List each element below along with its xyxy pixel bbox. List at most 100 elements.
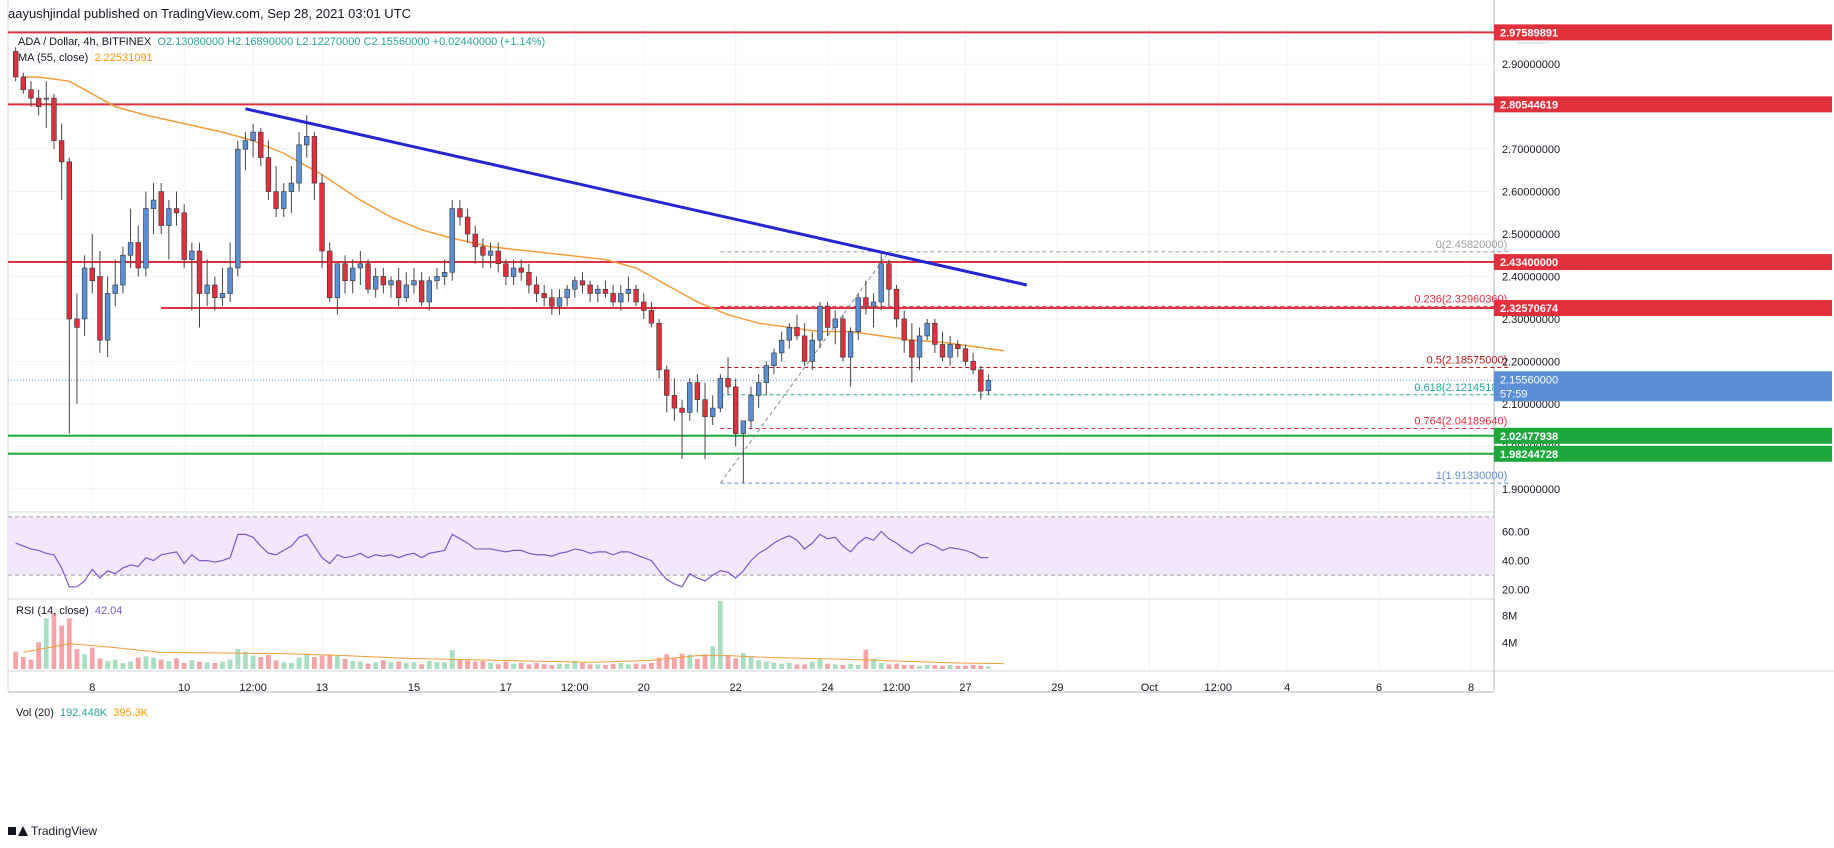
candle-body [81, 267, 88, 320]
candle-body [288, 182, 295, 192]
price-level-tag [1494, 96, 1832, 113]
volume-bar [901, 665, 907, 669]
candle-body [978, 369, 984, 392]
candle-body [572, 280, 578, 290]
candle-body [372, 276, 379, 290]
candle-body [449, 208, 455, 273]
rsi-label: RSI (14, close) [16, 605, 89, 617]
candle-body [403, 284, 409, 299]
candle-body [388, 280, 394, 286]
volume-bar [702, 654, 708, 669]
volume-bar [733, 658, 739, 669]
fib-level-label: 1(1.91330000) [1436, 470, 1508, 482]
volume-bar [802, 664, 807, 669]
price-tick-label: 2.10000000 [1502, 399, 1560, 411]
volume-bar [380, 660, 386, 669]
candle-body [748, 395, 754, 422]
candle-body [679, 407, 685, 413]
volume-bar [832, 664, 838, 669]
volume-bar [488, 663, 493, 669]
volume-bar [641, 664, 647, 669]
volume-bar [763, 661, 769, 669]
rsi-tick-label: 40.00 [1502, 556, 1530, 568]
price-tick-label: 1.90000000 [1502, 484, 1560, 496]
candle-body [434, 276, 440, 282]
price-level-label: 2.02477938 [1500, 431, 1558, 443]
volume-bar [212, 663, 218, 669]
candle-body [43, 97, 49, 100]
volume-tick-label: 4M [1502, 637, 1517, 649]
volume-bar [687, 654, 693, 669]
candle-body [189, 250, 195, 260]
current-price-tag [1494, 371, 1832, 402]
candle-body [664, 369, 670, 396]
volume-bar [817, 659, 823, 669]
volume-bar [549, 665, 555, 669]
volume-bar [748, 657, 754, 669]
volume-bar [557, 663, 562, 669]
volume-bar [365, 663, 371, 669]
volume-bar [940, 665, 945, 669]
price-tick-label: 2.30000000 [1502, 314, 1560, 326]
candle-body [801, 335, 808, 362]
candle-body [89, 267, 95, 282]
volume-bar [419, 664, 425, 669]
volume-bar [825, 663, 830, 669]
volume-bar [342, 659, 348, 669]
volume-bar [786, 663, 792, 669]
candle-body [35, 97, 42, 107]
volume-bar [166, 661, 172, 669]
candle-body [533, 284, 540, 294]
volume-bar [932, 665, 938, 669]
fib-level-label: 0.236(2.32960360) [1414, 293, 1507, 305]
candle-body [418, 280, 425, 303]
candle-body [112, 284, 118, 294]
ma-label: MA (55, close) [18, 52, 89, 64]
volume-bar [626, 664, 631, 669]
candle-body [510, 267, 517, 277]
price-level-tag [1494, 427, 1832, 444]
candle-body [319, 182, 325, 252]
volume-bar [13, 651, 19, 669]
price-level-label: 2.32570674 [1500, 303, 1559, 315]
price-level-label: 2.80544619 [1500, 99, 1558, 111]
volume-bar [373, 662, 379, 669]
volume-bar [112, 659, 118, 669]
volume-bar [534, 663, 539, 669]
volume-bar [526, 664, 532, 669]
time-tick-label: 20 [638, 682, 650, 694]
price-tick-label: 2.20000000 [1502, 356, 1560, 368]
candle-body [135, 242, 141, 269]
candle-body [526, 271, 532, 286]
volume-bar [472, 661, 478, 669]
candle-body [20, 76, 26, 90]
volume-bar [266, 655, 271, 669]
volume-bar [465, 660, 470, 669]
volume-bar [120, 663, 126, 669]
price-level-tag [1494, 24, 1832, 41]
candle-body [717, 378, 724, 409]
candle-body [733, 386, 739, 434]
candle-body [12, 51, 19, 78]
volume-bar [717, 601, 723, 669]
candle-body [564, 288, 570, 299]
time-tick-label: 12:00 [883, 682, 911, 694]
candle-body [778, 339, 785, 354]
candle-body [847, 331, 854, 358]
candle-body [710, 407, 716, 417]
candle-body [970, 361, 976, 371]
candle-body [863, 297, 869, 307]
candle-body [495, 250, 501, 265]
volume-bar [917, 665, 922, 669]
time-tick-label: 8 [89, 682, 95, 694]
volume-label: Vol (20) [16, 707, 54, 719]
candle-body [127, 242, 134, 256]
rsi-tick-label: 20.00 [1502, 585, 1530, 597]
volume-bar [955, 665, 961, 669]
candle-body [955, 344, 961, 349]
candle-body [311, 136, 318, 184]
volume-bar [947, 665, 953, 669]
candle-body [304, 136, 310, 146]
tradingview-logo-icon [8, 825, 28, 837]
volume-bar [664, 654, 670, 669]
